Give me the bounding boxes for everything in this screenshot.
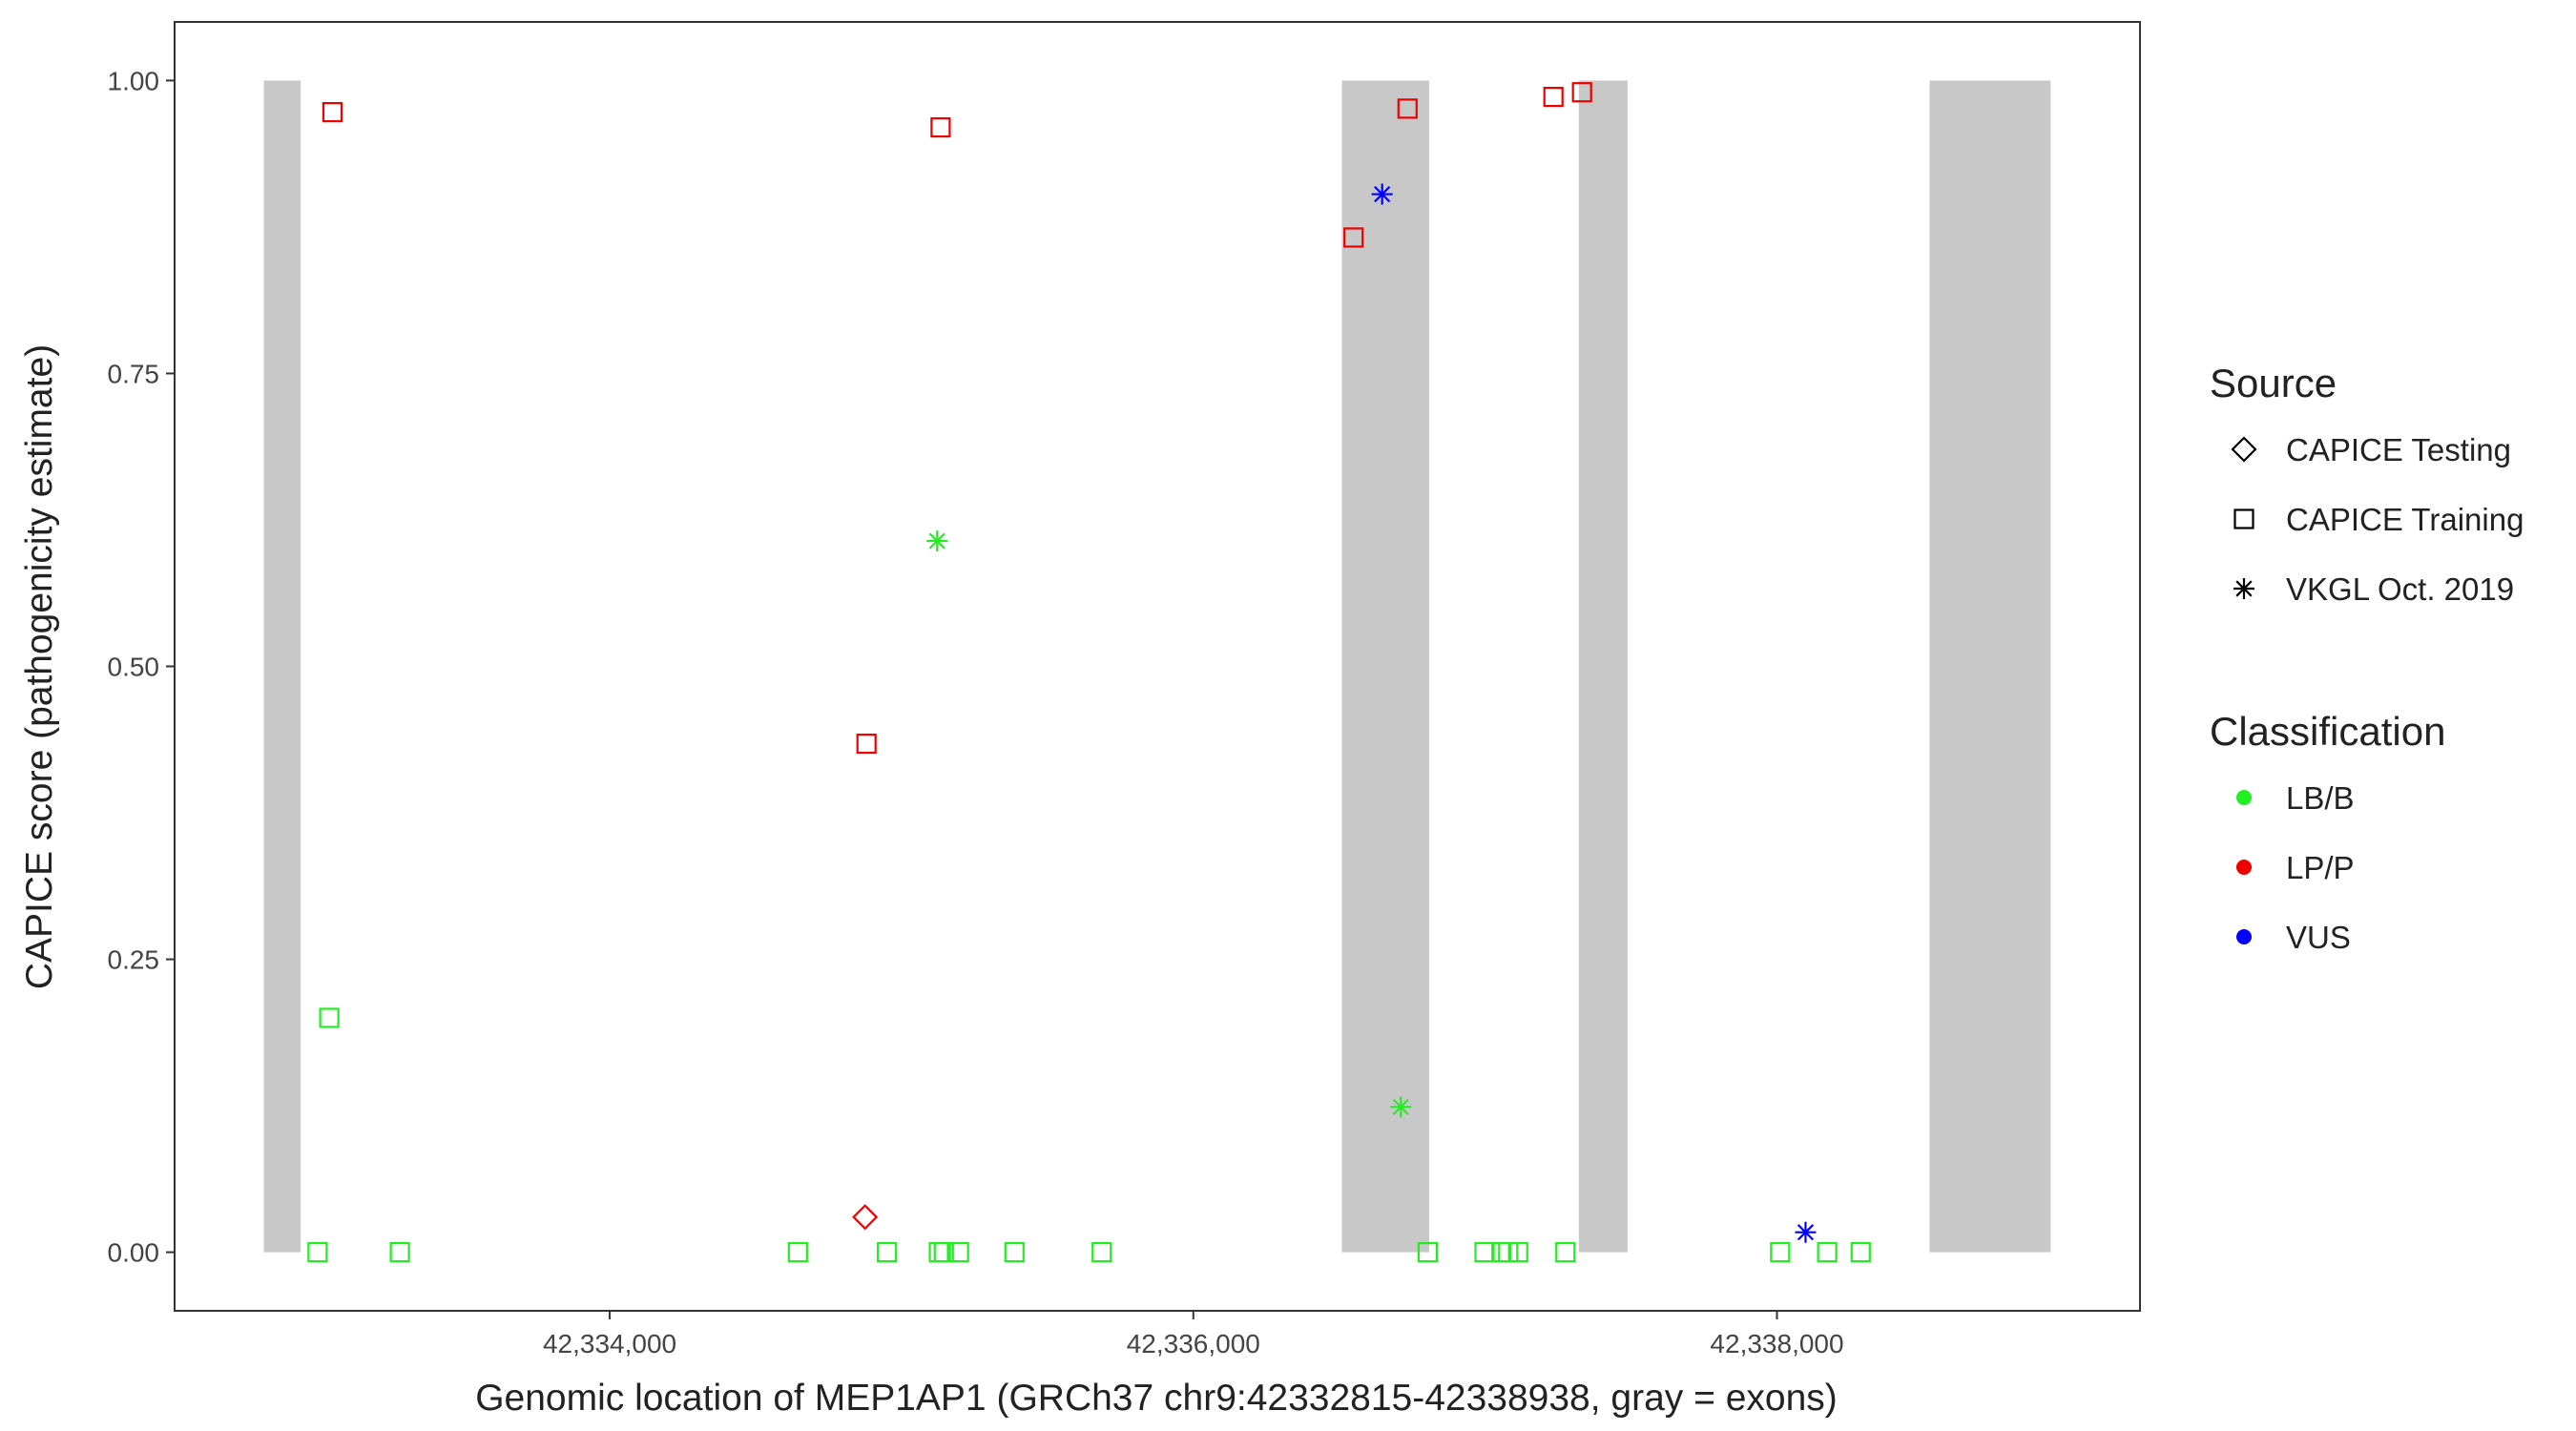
legend-label: CAPICE Training	[2286, 502, 2524, 537]
point	[1004, 1241, 1025, 1263]
point	[1491, 1241, 1512, 1263]
legend-title: Source	[2210, 361, 2337, 405]
legend-symbol	[2233, 578, 2254, 599]
point	[1817, 1241, 1838, 1263]
x-axis-title: Genomic location of MEP1AP1 (GRCh37 chr9…	[475, 1378, 1838, 1419]
point	[928, 1241, 949, 1263]
legend-symbol	[2236, 929, 2252, 944]
legend-label: LP/P	[2286, 850, 2355, 885]
x-tick-label: 42,336,000	[1127, 1329, 1260, 1358]
exon	[263, 80, 301, 1253]
y-tick-label: 0.25	[108, 945, 160, 975]
point	[1795, 1221, 1817, 1243]
point	[930, 116, 951, 138]
point	[1507, 1241, 1528, 1263]
point	[1571, 82, 1592, 103]
x-tick-label: 42,334,000	[543, 1329, 676, 1358]
y-tick-label: 0.75	[108, 359, 160, 388]
legend-symbol	[2233, 508, 2254, 529]
exon	[1578, 80, 1628, 1253]
legend-label: VKGL Oct. 2019	[2286, 571, 2514, 607]
point	[1091, 1241, 1112, 1263]
point	[856, 733, 877, 755]
x-tick-label: 42,338,000	[1710, 1329, 1843, 1358]
point	[948, 1241, 969, 1263]
point	[389, 1241, 410, 1263]
point	[933, 1241, 954, 1263]
point	[787, 1241, 808, 1263]
point	[319, 1007, 340, 1028]
point	[1555, 1241, 1576, 1263]
point	[1850, 1241, 1871, 1263]
exon	[1929, 80, 2051, 1253]
point	[1397, 98, 1418, 119]
point	[926, 530, 948, 552]
y-axis-title: CAPICE score (pathogenicity estimate)	[19, 344, 60, 989]
y-tick-label: 1.00	[108, 66, 160, 95]
legend-label: CAPICE Testing	[2286, 432, 2511, 467]
legend-title: Classification	[2210, 709, 2445, 754]
point	[1770, 1241, 1791, 1263]
point	[1543, 87, 1564, 108]
point	[307, 1241, 328, 1263]
legend-symbol	[2231, 436, 2257, 463]
point	[322, 101, 343, 123]
point	[1390, 1096, 1412, 1118]
legend-symbol	[2236, 790, 2252, 805]
panel-border	[174, 21, 2141, 1312]
legend-symbol	[2236, 860, 2252, 875]
point	[877, 1241, 898, 1263]
point	[1371, 183, 1393, 205]
point	[1343, 227, 1364, 248]
y-tick-label: 0.50	[108, 653, 160, 682]
exon	[1341, 80, 1429, 1253]
legend-label: LB/B	[2286, 780, 2355, 816]
y-tick-label: 0.00	[108, 1238, 160, 1268]
point	[1417, 1241, 1438, 1263]
legend-label: VUS	[2286, 920, 2351, 955]
point	[1474, 1241, 1495, 1263]
point	[852, 1204, 879, 1231]
